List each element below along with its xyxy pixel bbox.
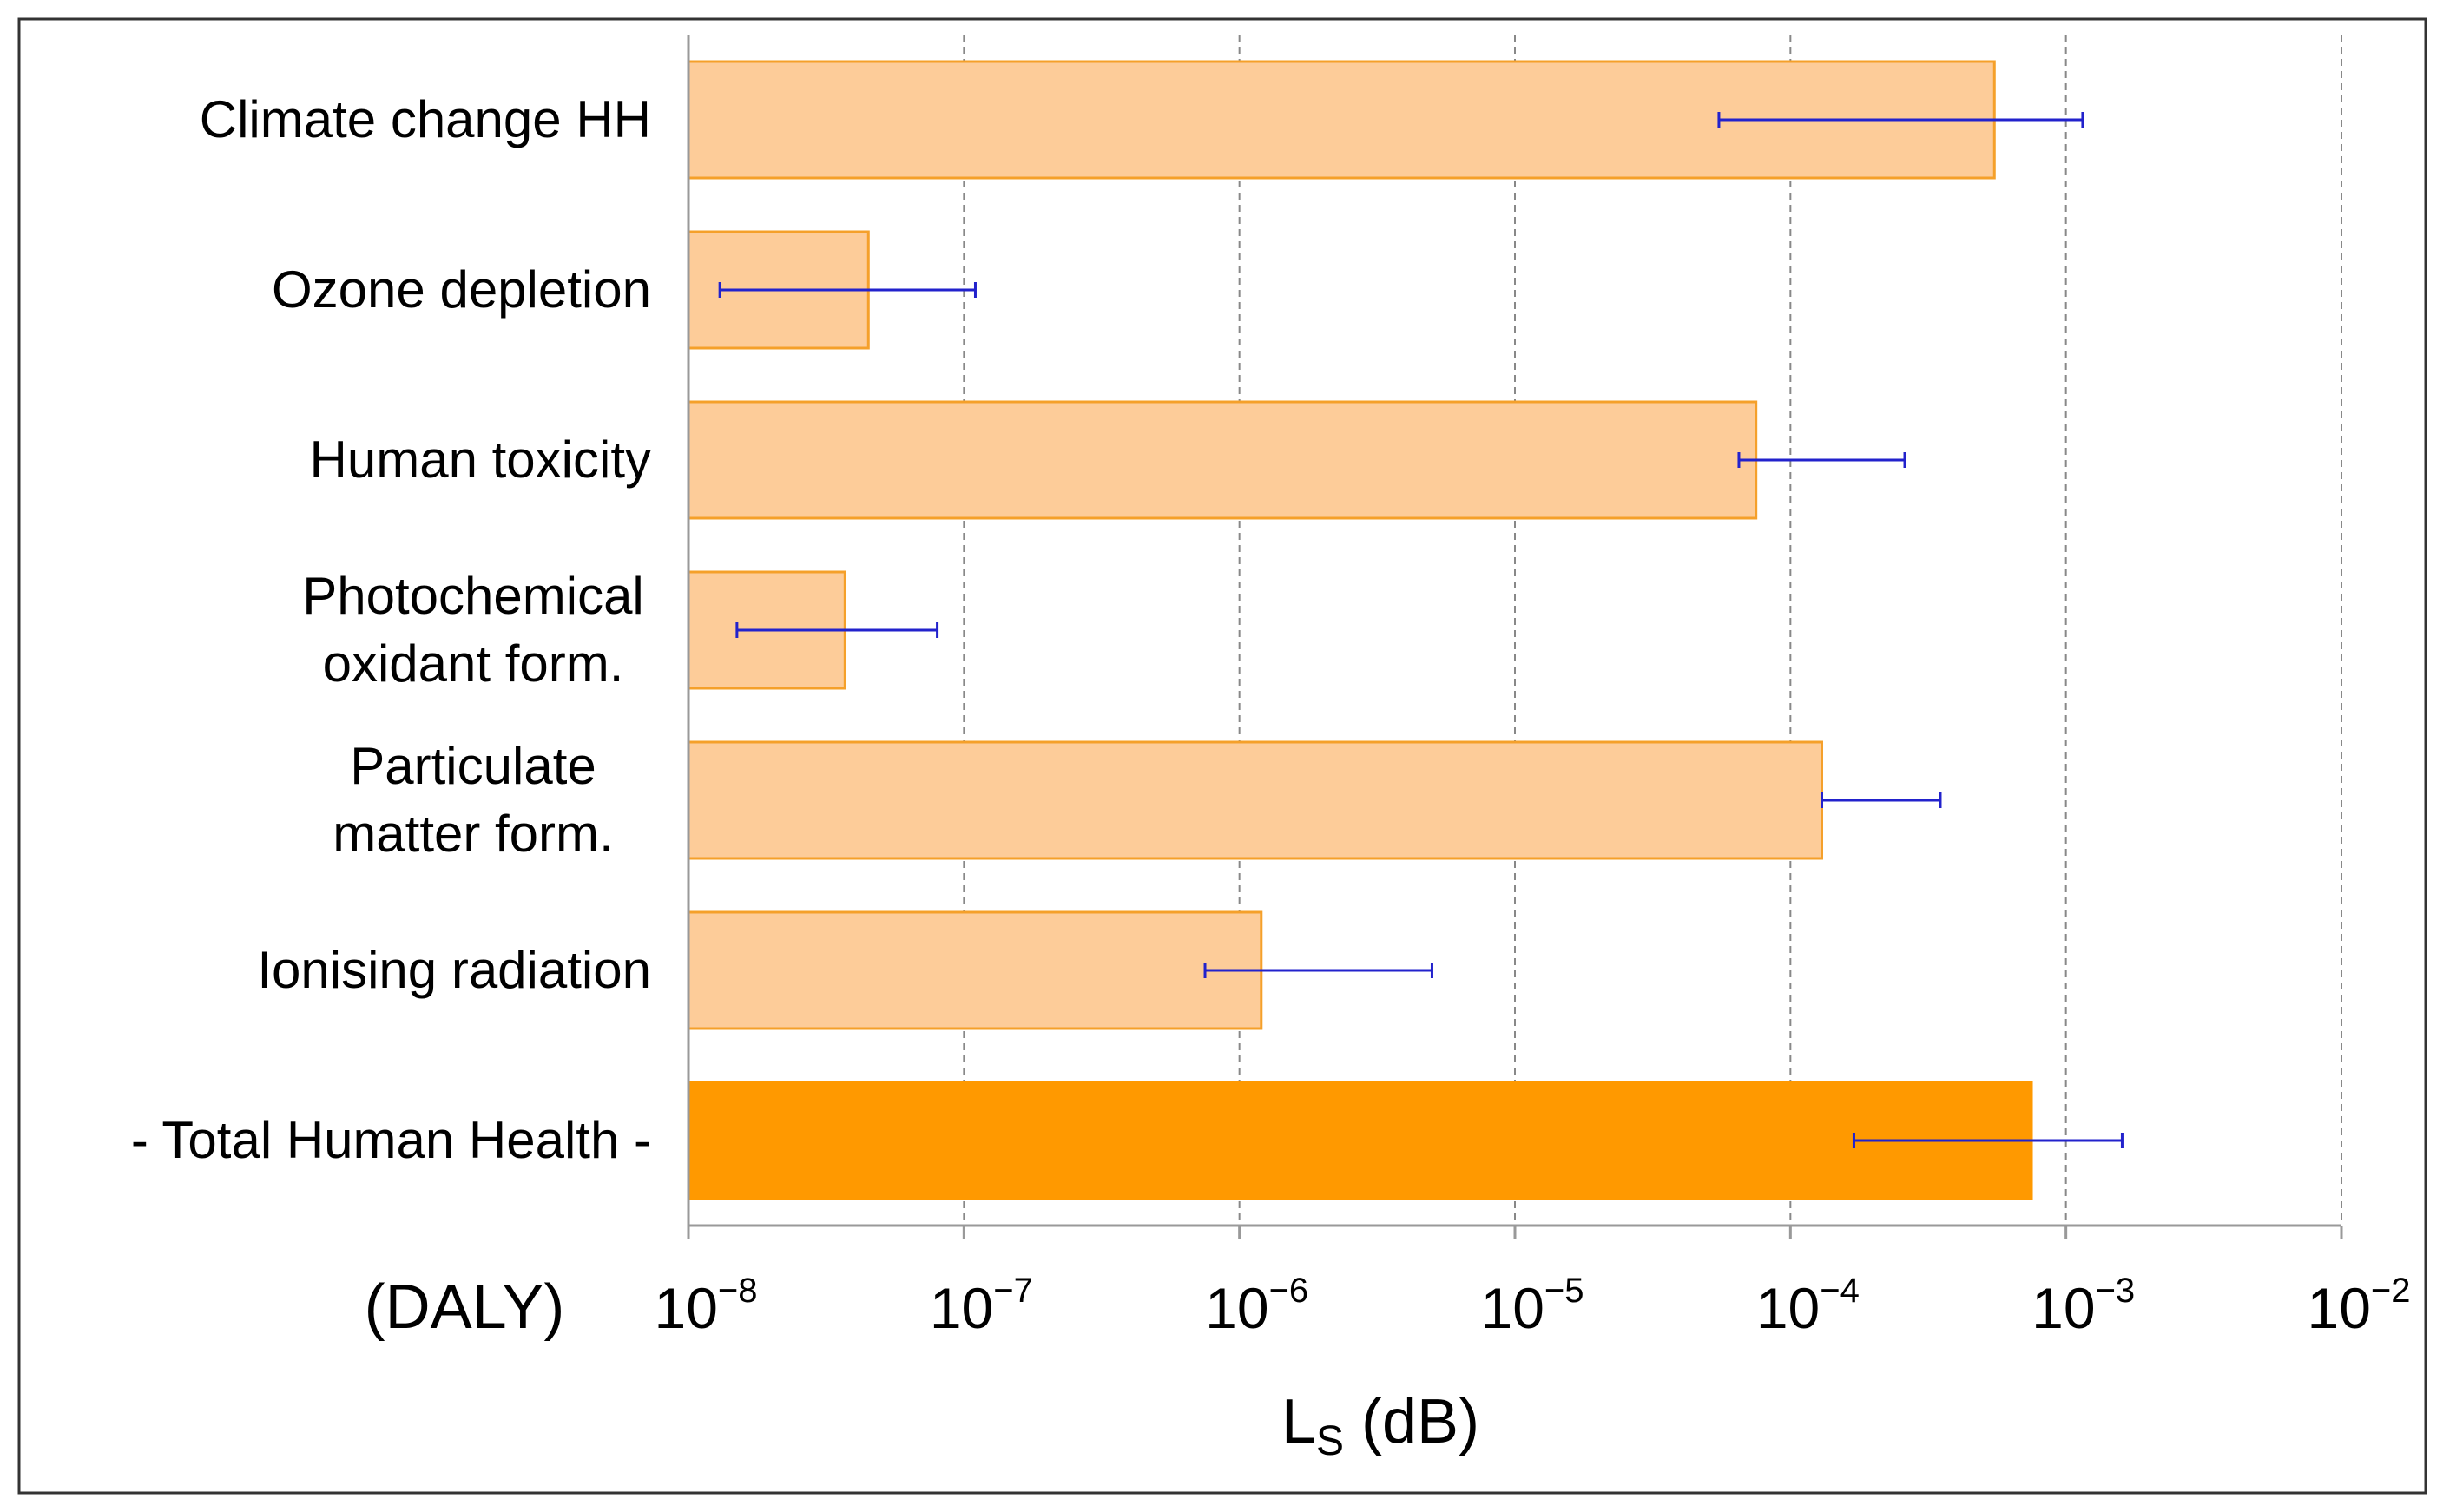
- error-bar: [718, 282, 977, 298]
- category-label-line: matter form.: [333, 805, 613, 863]
- grid-layer: [963, 35, 2342, 1226]
- tick-base: 10: [1756, 1276, 1820, 1340]
- x-tick-label: 10−5: [1480, 1272, 1584, 1340]
- category-label: Human toxicity: [310, 431, 651, 489]
- category-label-layer: Climate change HH Ozone depletion Human to…: [131, 90, 651, 1169]
- error-bar: [1717, 112, 2084, 128]
- x-tick-label: 10−7: [930, 1272, 1033, 1340]
- category-label: - Total Human Health -: [131, 1111, 651, 1169]
- x-axis-title: LS (dB): [1281, 1387, 1479, 1464]
- x-tick-label: 10−6: [1205, 1272, 1308, 1340]
- tick-base: 10: [2031, 1276, 2095, 1340]
- tick-base: 10: [930, 1276, 993, 1340]
- tick-exponent: −4: [1820, 1272, 1860, 1310]
- tick-base: 10: [654, 1276, 717, 1340]
- tick-exponent: −3: [2096, 1272, 2136, 1310]
- error-bar: [1737, 452, 1906, 468]
- x-axis-title-main: L: [1281, 1387, 1316, 1456]
- error-bar: [1820, 792, 1942, 808]
- axis-layer: 10−8 10−7 10−6 10−5 10−4 10−3 10−2: [654, 35, 2411, 1340]
- tick-base: 10: [1480, 1276, 1544, 1340]
- error-bar-layer: [718, 112, 2124, 1148]
- tick-base: 10: [2307, 1276, 2370, 1340]
- category-label: Particulate matter form.: [333, 737, 613, 863]
- x-tick-label: 10−3: [2031, 1272, 2135, 1340]
- bar-total: [687, 1081, 2033, 1200]
- x-tick-label: 10−4: [1756, 1272, 1860, 1340]
- error-bar: [735, 622, 939, 638]
- x-axis-title-subscript: S: [1316, 1418, 1344, 1464]
- bar: [687, 910, 1263, 1030]
- unit-label: (DALY): [365, 1272, 565, 1342]
- tick-exponent: −8: [718, 1272, 758, 1310]
- bar: [687, 740, 1823, 860]
- tick-exponent: −7: [993, 1272, 1033, 1310]
- x-tick-label: 10−8: [654, 1272, 757, 1340]
- category-label: Ionising radiation: [257, 941, 651, 999]
- category-label-line: Particulate: [350, 737, 596, 795]
- category-label: Photochemical oxidant form.: [302, 567, 644, 693]
- tick-exponent: −6: [1269, 1272, 1309, 1310]
- tick-exponent: −5: [1544, 1272, 1584, 1310]
- x-tick-label: 10−2: [2307, 1272, 2410, 1340]
- category-label: Climate change HH: [200, 90, 651, 148]
- bar: [687, 400, 1758, 520]
- tick-exponent: −2: [2371, 1272, 2411, 1310]
- category-label: Ozone depletion: [272, 260, 651, 319]
- tick-base: 10: [1205, 1276, 1268, 1340]
- x-axis-title-rest: (dB): [1344, 1387, 1479, 1456]
- category-label-line: Photochemical: [302, 567, 644, 625]
- error-bar: [1852, 1133, 2124, 1148]
- error-bar: [1203, 963, 1433, 978]
- category-label-line: oxidant form.: [323, 634, 624, 693]
